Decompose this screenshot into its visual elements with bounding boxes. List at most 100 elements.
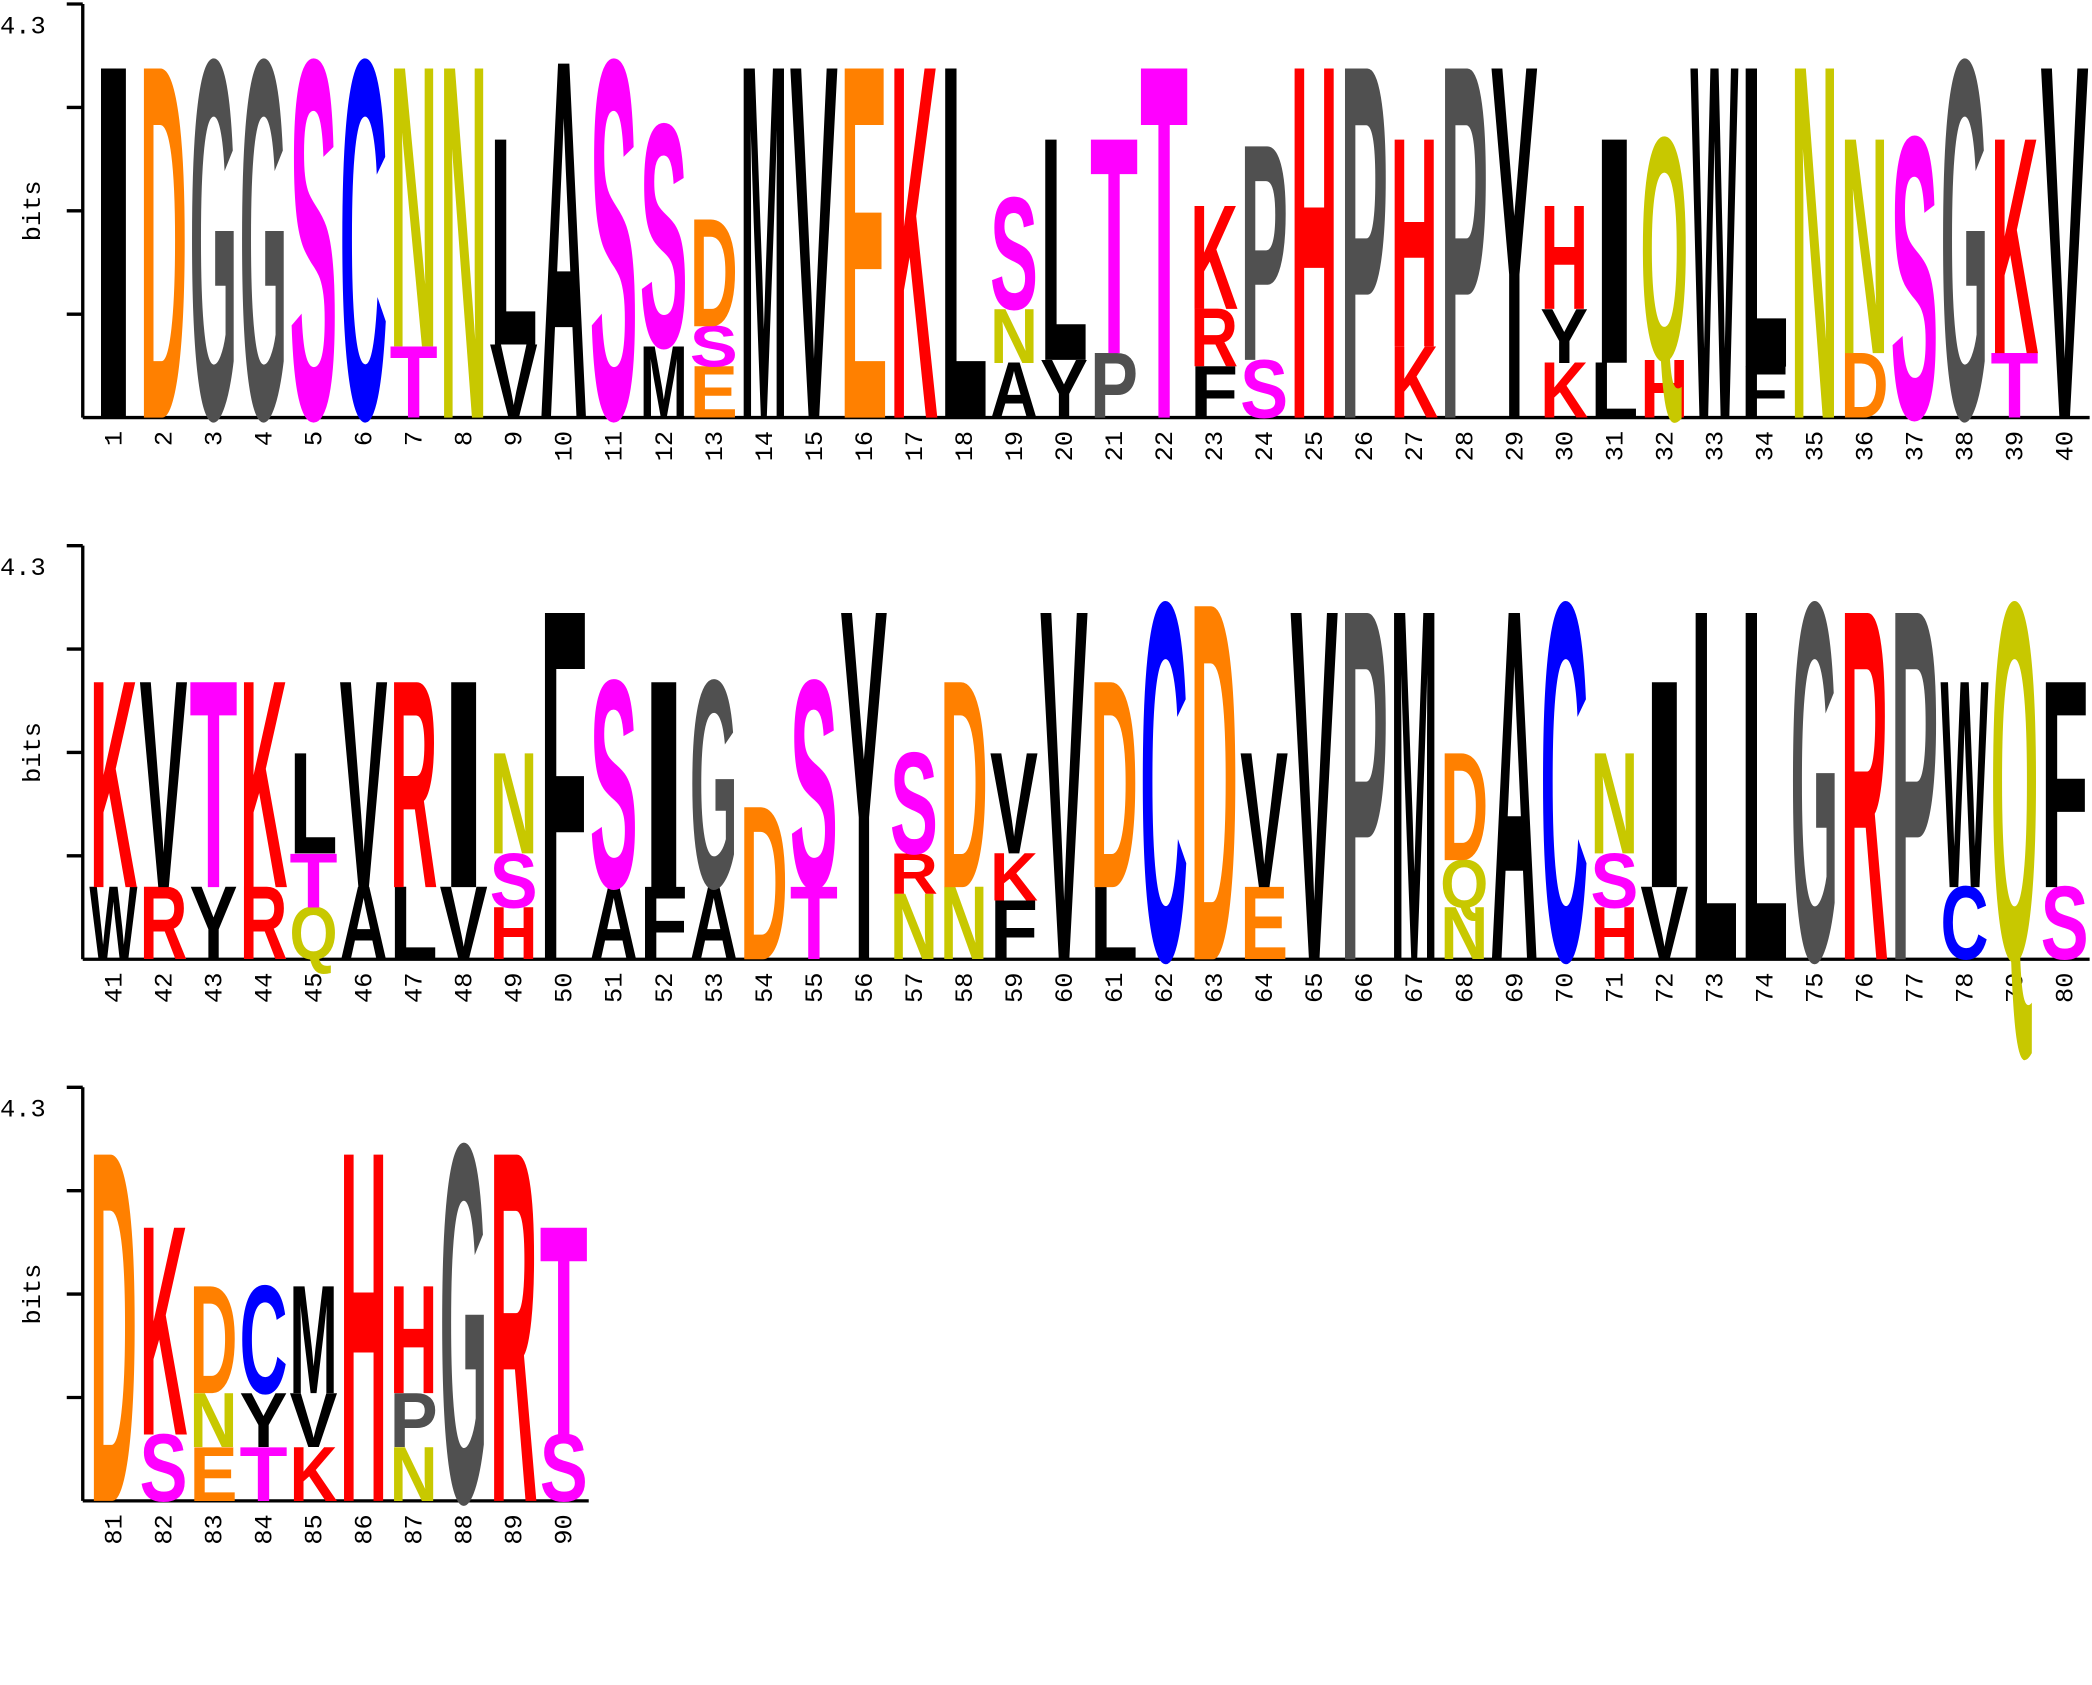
position-label: 73 <box>1701 973 1730 1003</box>
position-label: 51 <box>601 973 630 1003</box>
position-label: 27 <box>1401 431 1430 461</box>
residue: A <box>590 865 638 982</box>
position-label: 26 <box>1351 431 1380 461</box>
position-label: 71 <box>1601 973 1630 1003</box>
residue: H <box>1390 76 1438 411</box>
position-label: 84 <box>251 1514 280 1544</box>
residue: R <box>890 841 938 907</box>
residue: S <box>540 1414 588 1522</box>
position-label: 78 <box>1952 973 1981 1003</box>
residue: S <box>790 617 838 950</box>
position-label: 74 <box>1751 973 1780 1003</box>
residue: L <box>490 75 538 408</box>
residue: S <box>290 0 338 527</box>
residue: F <box>540 505 588 1067</box>
position-label: 40 <box>2052 431 2081 461</box>
residue: R <box>139 865 187 982</box>
position-label: 33 <box>1701 431 1730 461</box>
residue: I <box>89 0 137 526</box>
position-label: 14 <box>751 431 780 461</box>
position-label: 62 <box>1151 973 1180 1003</box>
residue: W <box>1941 617 1989 950</box>
residue: N <box>390 0 438 432</box>
residue: N <box>1790 0 1838 526</box>
residue: V <box>440 865 488 982</box>
position-label: 13 <box>701 431 730 461</box>
position-label: 87 <box>401 1514 430 1544</box>
position-label: 7 <box>401 431 430 446</box>
residue: R <box>390 617 438 950</box>
residue: P <box>1891 505 1939 1067</box>
residue: L <box>390 865 438 982</box>
position-label: 57 <box>901 973 930 1003</box>
residue: A <box>1490 505 1538 1067</box>
residue: V <box>2041 0 2089 526</box>
residue: S <box>139 1414 187 1522</box>
position-label: 68 <box>1451 973 1480 1003</box>
position-label: 49 <box>501 973 530 1003</box>
residue: G <box>240 0 288 527</box>
residue: M <box>1390 505 1438 1067</box>
residue: Y <box>1040 342 1088 436</box>
position-label: 17 <box>901 431 930 461</box>
position-label: 18 <box>951 431 980 461</box>
residue: L <box>1090 865 1138 982</box>
position-label: 28 <box>1451 431 1480 461</box>
position-label: 76 <box>1851 973 1880 1003</box>
residue: G <box>189 0 237 527</box>
residue: H <box>1640 342 1688 436</box>
position-label: 79 <box>2002 973 2031 1003</box>
position-label: 23 <box>1201 431 1230 461</box>
residue: R <box>1190 291 1238 385</box>
residue: T <box>1140 0 1188 526</box>
residue: K <box>1991 73 2039 420</box>
position-label: 21 <box>1101 431 1130 461</box>
residue: I <box>1590 70 1638 432</box>
position-label: 6 <box>351 431 380 446</box>
residue: K <box>139 1164 187 1499</box>
residue: Q <box>1640 70 1688 428</box>
position-label: 35 <box>1801 431 1830 461</box>
residue: H <box>1540 175 1588 342</box>
position-label: 82 <box>150 1514 179 1544</box>
position-label: 48 <box>451 973 480 1003</box>
position-label: 64 <box>1251 973 1280 1003</box>
residue: R <box>240 865 288 982</box>
residue: G <box>440 1038 488 1610</box>
residue: T <box>790 865 838 982</box>
position-label: 90 <box>551 1514 580 1544</box>
position-label: 29 <box>1501 431 1530 461</box>
residue: S <box>690 314 738 380</box>
residue: P <box>390 1377 438 1464</box>
residue: A <box>690 865 738 982</box>
position-label: 10 <box>551 431 580 461</box>
residue: Q <box>1440 846 1488 922</box>
residue: K <box>240 617 288 950</box>
residue: W <box>1690 0 1739 526</box>
residue: H <box>340 1047 388 1609</box>
residue: Y <box>1540 293 1588 380</box>
position-label: 65 <box>1301 973 1330 1003</box>
position-label: 85 <box>301 1514 330 1544</box>
residue: H <box>1590 891 1638 975</box>
residue: D <box>1440 720 1488 894</box>
residue: L <box>940 0 988 526</box>
residue: W <box>89 865 137 982</box>
residue: I <box>640 617 688 950</box>
position-label: 75 <box>1801 973 1830 1003</box>
residue: T <box>1090 73 1138 420</box>
position-label: 63 <box>1201 973 1230 1003</box>
position-label: 8 <box>451 431 480 446</box>
y-axis-label: bits <box>19 1264 48 1325</box>
position-label: 54 <box>751 973 780 1003</box>
residue: L <box>1740 0 1788 459</box>
y-tick-label: 4.3 <box>0 1096 46 1125</box>
residue: K <box>1390 325 1438 440</box>
residue: E <box>189 1431 237 1518</box>
position-label: 16 <box>851 431 880 461</box>
residue: S <box>590 0 638 527</box>
residue: C <box>340 0 388 527</box>
residue: N <box>940 865 988 982</box>
position-label: 9 <box>501 431 530 446</box>
